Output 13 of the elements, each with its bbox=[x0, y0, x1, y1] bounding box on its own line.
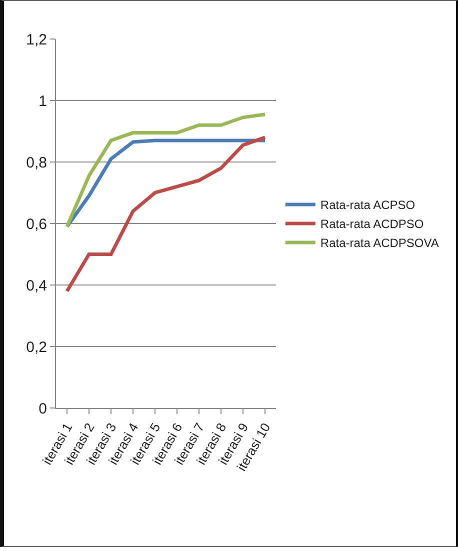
legend-label: Rata-rata ACPSO bbox=[320, 198, 416, 212]
y-tick-label: 0,4 bbox=[26, 277, 47, 294]
legend-label: Rata-rata ACDPSOVA bbox=[320, 236, 439, 250]
y-tick-label: 0,2 bbox=[26, 338, 47, 356]
y-tick-label: 1,2 bbox=[26, 31, 47, 48]
legend-label: Rata-rata ACDPSO bbox=[320, 217, 424, 232]
y-tick-label: 0,6 bbox=[26, 216, 47, 233]
line-series bbox=[65, 138, 267, 228]
line-series bbox=[65, 112, 267, 228]
y-tick-label: 0,8 bbox=[26, 154, 47, 172]
y-tick-label: 0 bbox=[38, 400, 47, 418]
line-series bbox=[65, 136, 267, 293]
y-tick-label: 1 bbox=[38, 92, 47, 110]
